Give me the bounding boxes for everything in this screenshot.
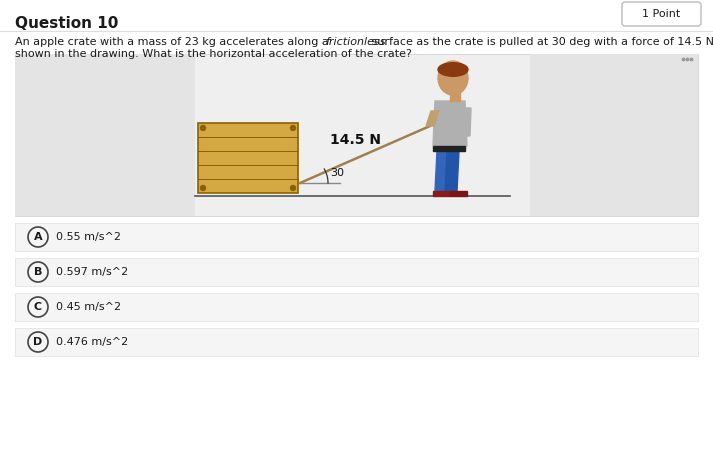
FancyBboxPatch shape <box>15 258 698 286</box>
Text: A: A <box>34 232 42 242</box>
Text: 1 Point: 1 Point <box>642 9 680 19</box>
Polygon shape <box>435 151 447 191</box>
Ellipse shape <box>438 63 468 76</box>
FancyBboxPatch shape <box>15 223 698 251</box>
Circle shape <box>290 125 295 130</box>
Polygon shape <box>426 111 439 126</box>
Text: D: D <box>34 337 43 347</box>
Circle shape <box>200 125 205 130</box>
Text: C: C <box>34 302 42 312</box>
Text: shown in the drawing. What is the horizontal acceleration of the crate?: shown in the drawing. What is the horizo… <box>15 49 412 59</box>
Text: 0.597 m/s^2: 0.597 m/s^2 <box>56 267 128 277</box>
FancyBboxPatch shape <box>15 54 195 216</box>
Polygon shape <box>445 151 459 191</box>
FancyBboxPatch shape <box>15 293 698 321</box>
Ellipse shape <box>438 61 468 95</box>
Text: Question 10: Question 10 <box>15 16 118 31</box>
Polygon shape <box>450 191 467 196</box>
Circle shape <box>290 185 295 190</box>
Text: An apple crate with a mass of 23 kg accelerates along a: An apple crate with a mass of 23 kg acce… <box>15 37 332 47</box>
Text: 14.5 N: 14.5 N <box>330 133 381 147</box>
Text: B: B <box>34 267 42 277</box>
FancyBboxPatch shape <box>198 123 298 193</box>
Text: frictionless: frictionless <box>325 37 386 47</box>
Text: 0.45 m/s^2: 0.45 m/s^2 <box>56 302 121 312</box>
Polygon shape <box>433 101 467 146</box>
FancyBboxPatch shape <box>15 54 698 216</box>
Polygon shape <box>433 146 465 151</box>
FancyBboxPatch shape <box>530 54 698 216</box>
Polygon shape <box>433 191 450 196</box>
Polygon shape <box>450 91 460 101</box>
FancyBboxPatch shape <box>622 2 701 26</box>
Polygon shape <box>462 108 471 136</box>
Circle shape <box>200 185 205 190</box>
Text: 30: 30 <box>330 168 344 178</box>
FancyBboxPatch shape <box>15 328 698 356</box>
Text: 0.55 m/s^2: 0.55 m/s^2 <box>56 232 121 242</box>
Text: 0.476 m/s^2: 0.476 m/s^2 <box>56 337 128 347</box>
Text: surface as the crate is pulled at 30 deg with a force of 14.5 N as: surface as the crate is pulled at 30 deg… <box>368 37 713 47</box>
